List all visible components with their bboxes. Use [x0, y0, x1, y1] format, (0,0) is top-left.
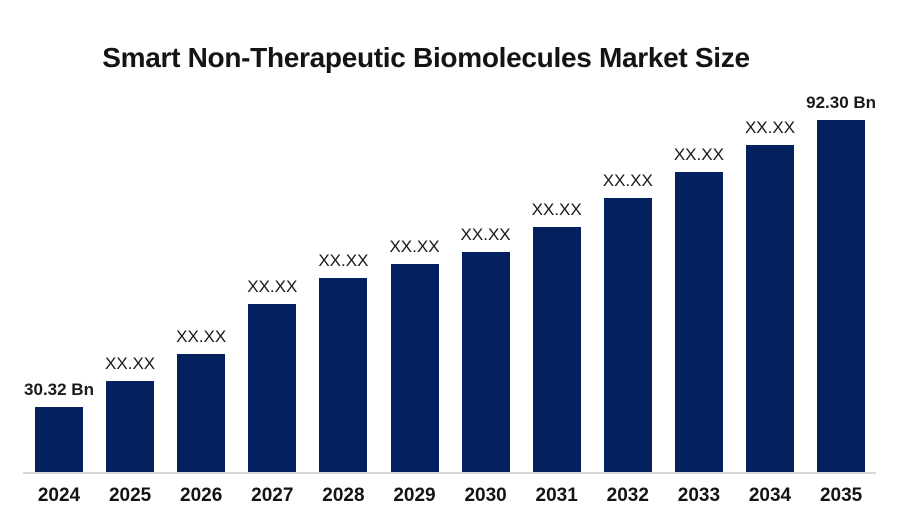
x-axis-tick-label: 2033 [677, 485, 721, 506]
bar-value-label: XX.XX [318, 251, 369, 270]
bar-value-label: XX.XX [176, 327, 227, 346]
bar-rect [746, 145, 794, 473]
bar-value-label: XX.XX [744, 118, 796, 137]
bar-rect [319, 278, 368, 473]
bar-column-2031: XX.XX [531, 200, 582, 473]
bar-rect [248, 304, 297, 473]
bar-value-label: XX.XX [602, 171, 653, 190]
bar-value-label: XX.XX [460, 225, 511, 244]
bar-rect [532, 227, 581, 473]
bar-column-2028: XX.XX [318, 251, 369, 473]
bar-rect [817, 120, 866, 473]
x-axis-tick-label: 2031 [535, 485, 578, 506]
bar-column-2030: XX.XX [460, 225, 511, 473]
x-axis-tick-label: 2034 [748, 485, 792, 506]
x-axis-tick-label: 2032 [606, 485, 649, 506]
bar-value-label: XX.XX [247, 277, 298, 296]
bar-rect [461, 252, 510, 473]
x-axis-tick-label: 2024 [37, 485, 81, 506]
bar-value-label: 92.30 Bn [806, 93, 877, 112]
x-axis-tick-label: 2030 [464, 485, 507, 506]
chart-title: Smart Non-Therapeutic Biomolecules Marke… [102, 42, 750, 73]
bar-rect [35, 407, 83, 473]
x-axis-tick-label: 2028 [322, 485, 365, 506]
bar-column-2035: 92.30 Bn [806, 93, 876, 473]
bar-column-2033: XX.XX [673, 145, 724, 473]
bar-value-label: XX.XX [531, 200, 582, 219]
x-axis-tick-label: 2026 [180, 485, 223, 506]
x-axis-tick-label: 2035 [819, 485, 863, 506]
bar-column-2025: XX.XX [105, 354, 156, 473]
bar-rect [177, 354, 226, 473]
bar-value-label: XX.XX [673, 145, 724, 164]
bar-rect [390, 264, 439, 473]
bar-rect [674, 172, 723, 473]
bar-column-2026: XX.XX [176, 327, 227, 473]
bar-column-2029: XX.XX [389, 237, 440, 473]
bar-value-label: XX.XX [389, 237, 440, 256]
bar-rect [106, 381, 155, 473]
bar-rect [603, 198, 652, 473]
x-axis-line [23, 472, 876, 474]
x-axis-tick-label: 2027 [251, 485, 294, 506]
bar-value-label: XX.XX [105, 354, 156, 373]
bar-column-2034: XX.XX [744, 118, 796, 473]
x-axis-tick-label: 2029 [393, 485, 436, 506]
bar-column-2032: XX.XX [602, 171, 653, 473]
bar-column-2024: 30.32 Bn [24, 380, 94, 473]
x-axis-tick-label: 2025 [108, 485, 152, 506]
bar-column-2027: XX.XX [247, 277, 298, 473]
bar-value-label: 30.32 Bn [24, 380, 94, 399]
